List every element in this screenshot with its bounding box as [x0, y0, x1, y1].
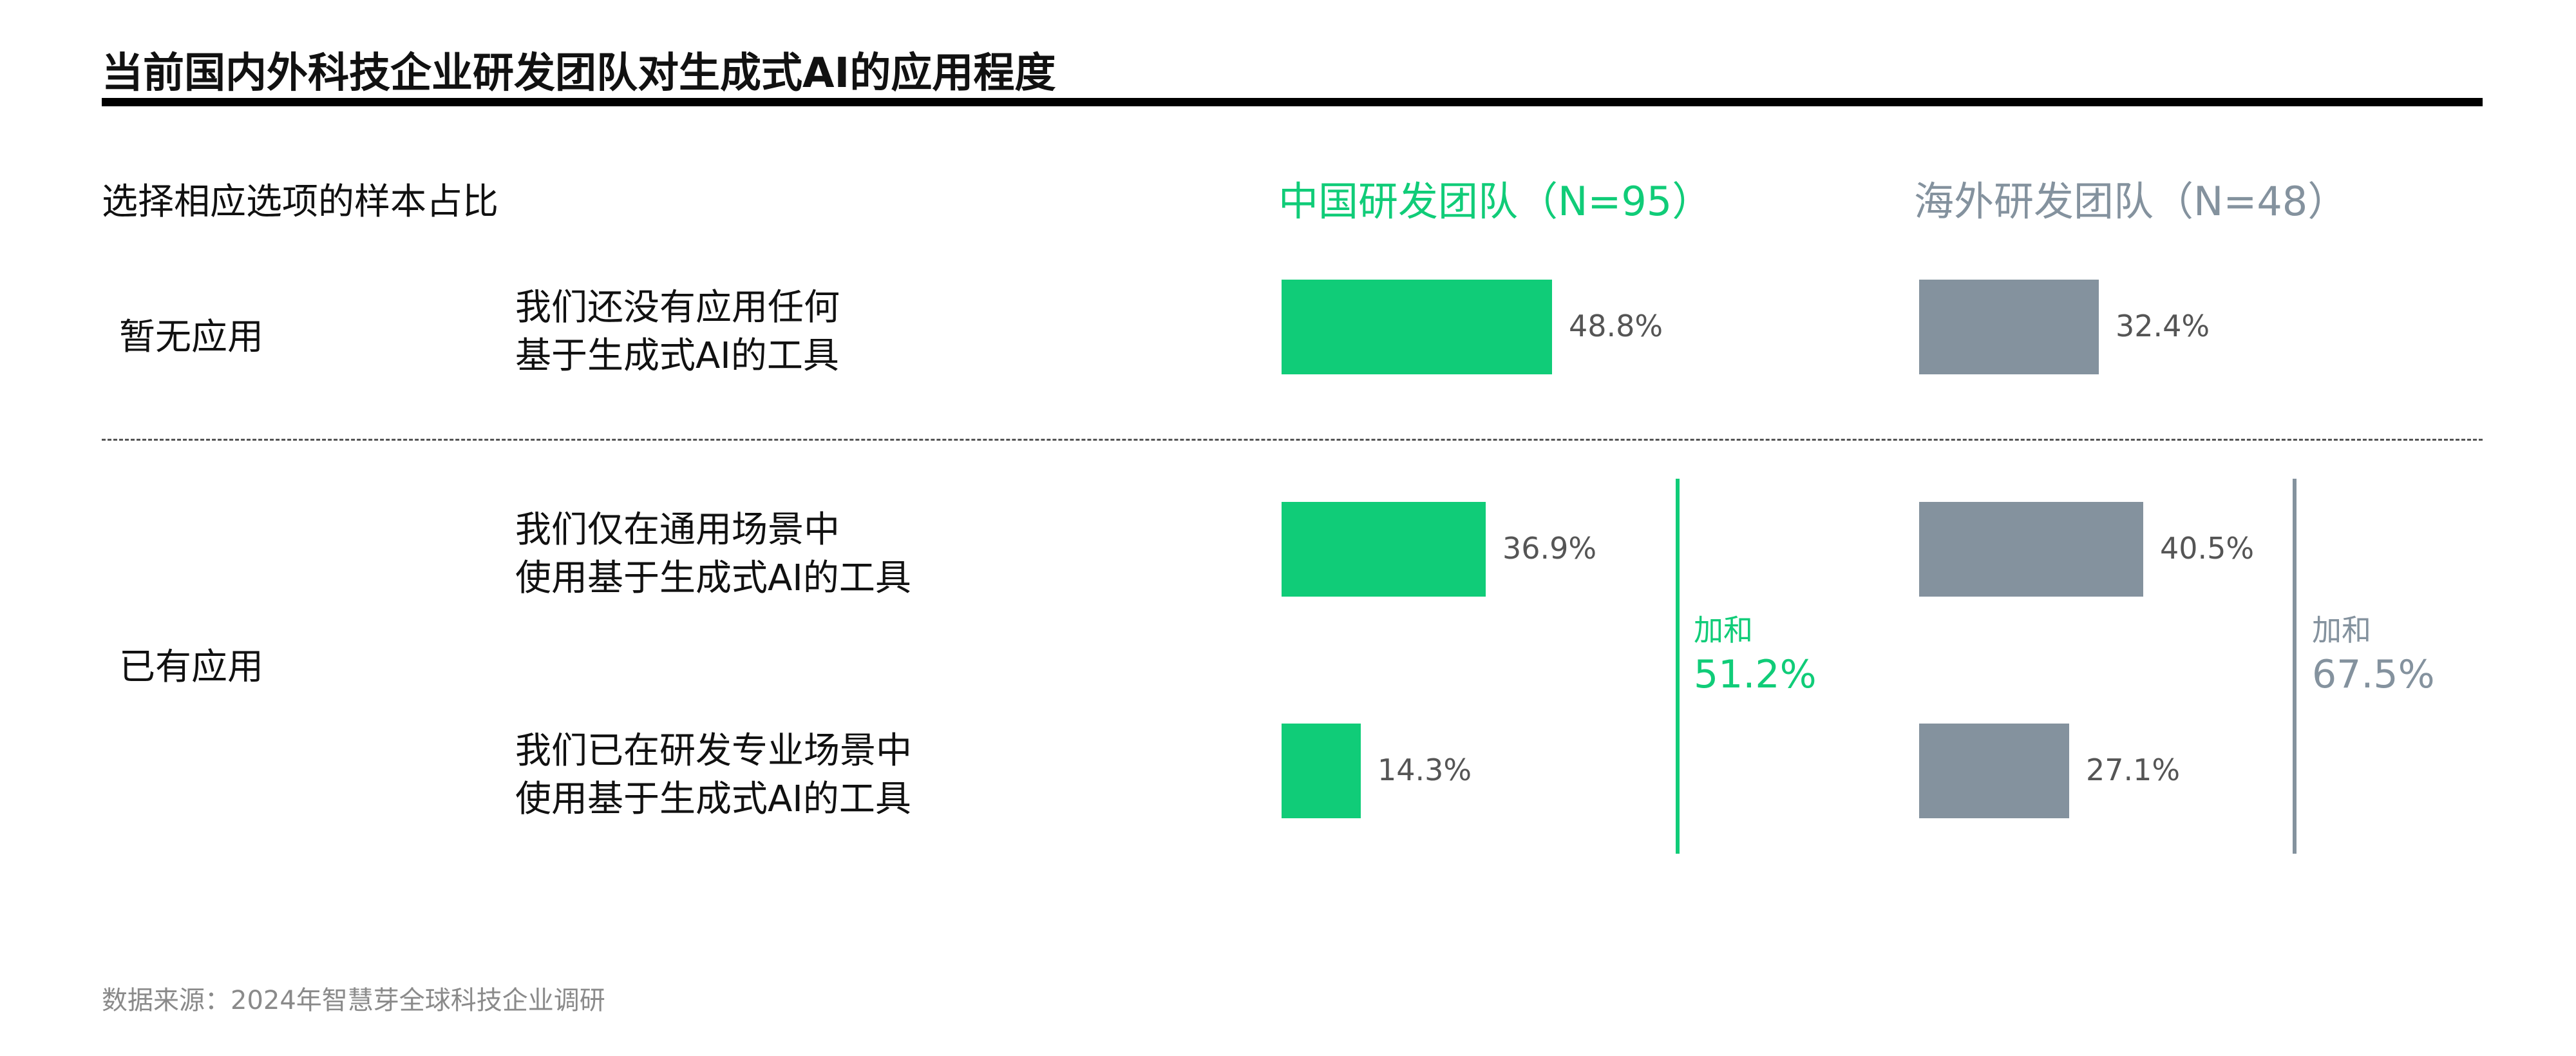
bar-china-1	[1282, 502, 1486, 597]
bar-overseas-1	[1919, 502, 2143, 597]
series-header-overseas: 海外研发团队（N=48）	[1914, 178, 2348, 225]
category-label-1-line-2: 使用基于生成式AI的工具	[515, 557, 911, 599]
value-label-china-0: 48.8%	[1569, 309, 1663, 343]
bar-overseas-0	[1919, 280, 2099, 374]
sum-value-overseas: 67.5%	[2312, 652, 2435, 697]
category-label-2-line-1: 我们已在研发专业场景中	[515, 730, 912, 772]
category-label-2-line-2: 使用基于生成式AI的工具	[515, 778, 911, 820]
bar-china-0	[1282, 280, 1552, 374]
title-rule	[102, 98, 2483, 106]
sum-label-china: 加和	[1694, 613, 1753, 648]
category-label-1: 我们仅在通用场景中 使用基于生成式AI的工具	[515, 506, 911, 602]
group-label-applied: 已有应用	[119, 646, 263, 688]
value-label-overseas-0: 32.4%	[2116, 309, 2210, 343]
data-source: 数据来源：2024年智慧芽全球科技企业调研	[102, 986, 605, 1015]
group-label-none: 暂无应用	[119, 316, 263, 358]
category-label-1-line-1: 我们仅在通用场景中	[515, 509, 840, 551]
category-label-0-line-2: 基于生成式AI的工具	[515, 335, 839, 377]
series-header-china: 中国研发团队（N=95）	[1278, 178, 1712, 225]
value-label-overseas-1: 40.5%	[2160, 531, 2255, 566]
sum-bracket-overseas	[2293, 479, 2297, 854]
category-label-0: 我们还没有应用任何 基于生成式AI的工具	[515, 283, 840, 380]
value-label-overseas-2: 27.1%	[2086, 753, 2181, 787]
bar-overseas-2	[1919, 724, 2069, 818]
chart-title: 当前国内外科技企业研发团队对生成式AI的应用程度	[102, 50, 1056, 97]
sum-label-overseas: 加和	[2312, 613, 2371, 648]
category-label-2: 我们已在研发专业场景中 使用基于生成式AI的工具	[515, 727, 912, 823]
sum-bracket-china	[1676, 479, 1680, 854]
category-label-0-line-1: 我们还没有应用任何	[515, 287, 840, 329]
sum-value-china: 51.2%	[1694, 652, 1817, 697]
value-label-china-1: 36.9%	[1502, 531, 1597, 566]
value-label-china-2: 14.3%	[1378, 753, 1472, 787]
bar-china-2	[1282, 724, 1361, 818]
group-separator	[102, 439, 2483, 441]
chart-subtitle: 选择相应选项的样本占比	[102, 181, 498, 223]
